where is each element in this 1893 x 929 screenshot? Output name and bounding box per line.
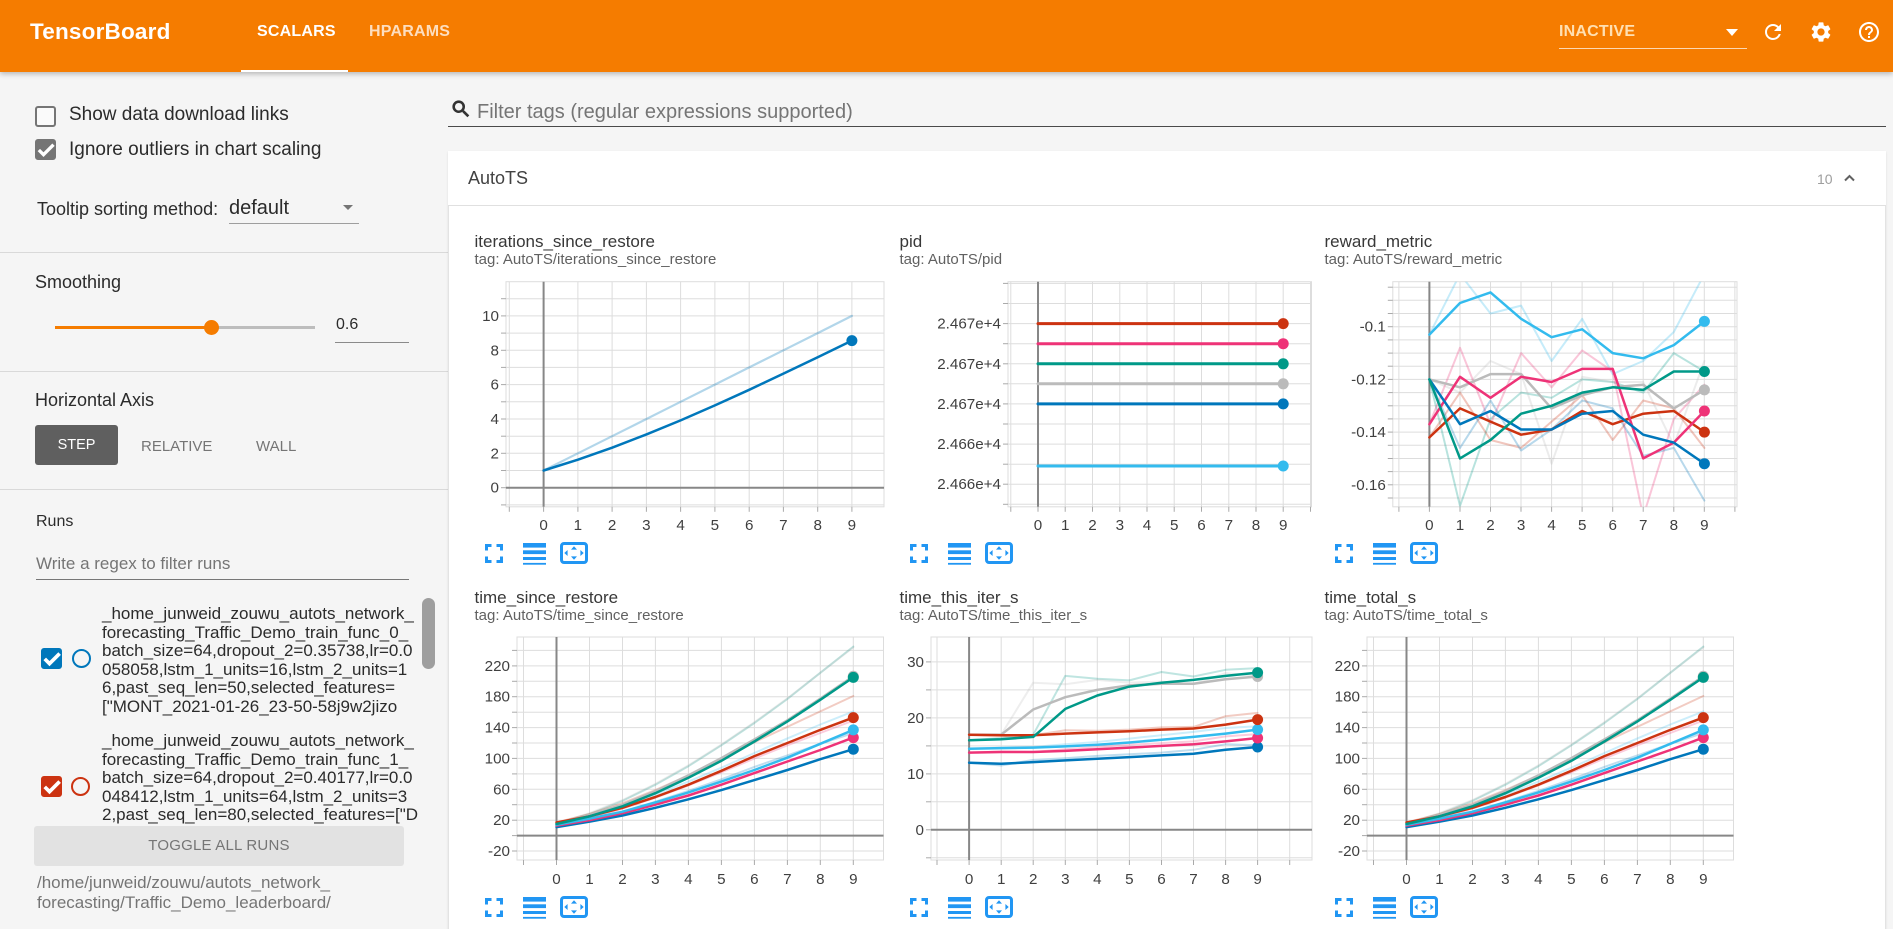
- svg-text:1: 1: [585, 871, 593, 888]
- svg-text:6: 6: [1157, 871, 1165, 888]
- svg-text:100: 100: [1335, 751, 1360, 768]
- svg-text:0: 0: [491, 480, 499, 497]
- svg-text:0: 0: [965, 871, 973, 888]
- svg-text:180: 180: [1335, 689, 1360, 706]
- svg-text:3: 3: [1501, 871, 1509, 888]
- svg-text:-20: -20: [488, 843, 510, 860]
- svg-text:0: 0: [1425, 517, 1433, 534]
- svg-text:2.466e+4: 2.466e+4: [937, 476, 1001, 493]
- svg-text:9: 9: [848, 517, 856, 534]
- svg-text:2.467e+4: 2.467e+4: [937, 316, 1001, 333]
- svg-text:8: 8: [1221, 871, 1229, 888]
- svg-text:-20: -20: [1338, 843, 1360, 860]
- svg-text:2.466e+4: 2.466e+4: [937, 436, 1001, 453]
- svg-text:20: 20: [907, 710, 924, 727]
- svg-text:2: 2: [491, 445, 499, 462]
- svg-text:5: 5: [1170, 517, 1178, 534]
- svg-text:-0.14: -0.14: [1351, 424, 1386, 441]
- svg-text:0: 0: [539, 517, 547, 534]
- svg-text:9: 9: [1699, 871, 1707, 888]
- svg-text:0: 0: [1034, 517, 1042, 534]
- svg-text:220: 220: [1335, 658, 1360, 675]
- svg-text:100: 100: [485, 751, 510, 768]
- svg-text:3: 3: [651, 871, 659, 888]
- svg-text:9: 9: [1700, 517, 1708, 534]
- svg-text:-0.1: -0.1: [1360, 319, 1386, 336]
- svg-text:8: 8: [1670, 517, 1678, 534]
- svg-text:30: 30: [907, 654, 924, 671]
- svg-text:5: 5: [1578, 517, 1586, 534]
- svg-text:7: 7: [1633, 871, 1641, 888]
- svg-text:3: 3: [1116, 517, 1124, 534]
- svg-text:-0.16: -0.16: [1351, 477, 1386, 494]
- svg-text:4: 4: [1534, 871, 1542, 888]
- svg-text:6: 6: [745, 517, 753, 534]
- svg-text:0: 0: [1402, 871, 1410, 888]
- svg-text:8: 8: [491, 342, 499, 359]
- svg-text:6: 6: [491, 377, 499, 394]
- svg-text:220: 220: [485, 658, 510, 675]
- svg-text:2.467e+4: 2.467e+4: [937, 356, 1001, 373]
- svg-text:5: 5: [711, 517, 719, 534]
- svg-text:1: 1: [1061, 517, 1069, 534]
- svg-text:2: 2: [1468, 871, 1476, 888]
- svg-text:-0.12: -0.12: [1351, 371, 1386, 388]
- svg-text:6: 6: [750, 871, 758, 888]
- svg-text:4: 4: [491, 411, 499, 428]
- svg-text:0: 0: [916, 822, 924, 839]
- svg-text:6: 6: [1600, 871, 1608, 888]
- svg-text:8: 8: [1252, 517, 1260, 534]
- svg-text:1: 1: [1456, 517, 1464, 534]
- svg-text:2: 2: [1486, 517, 1494, 534]
- svg-text:1: 1: [574, 517, 582, 534]
- svg-text:1: 1: [1435, 871, 1443, 888]
- svg-text:140: 140: [485, 720, 510, 737]
- svg-text:10: 10: [482, 308, 499, 325]
- svg-text:4: 4: [676, 517, 684, 534]
- svg-text:6: 6: [1608, 517, 1616, 534]
- svg-text:9: 9: [849, 871, 857, 888]
- svg-text:2: 2: [608, 517, 616, 534]
- svg-text:8: 8: [813, 517, 821, 534]
- svg-text:60: 60: [493, 781, 510, 798]
- svg-text:20: 20: [493, 812, 510, 829]
- svg-text:4: 4: [1143, 517, 1151, 534]
- svg-text:140: 140: [1335, 720, 1360, 737]
- svg-text:3: 3: [1517, 517, 1525, 534]
- svg-text:20: 20: [1343, 812, 1360, 829]
- svg-text:10: 10: [907, 766, 924, 783]
- svg-text:5: 5: [1567, 871, 1575, 888]
- svg-text:5: 5: [717, 871, 725, 888]
- svg-text:2.467e+4: 2.467e+4: [937, 396, 1001, 413]
- svg-text:4: 4: [1547, 517, 1555, 534]
- svg-text:7: 7: [783, 871, 791, 888]
- svg-text:4: 4: [684, 871, 692, 888]
- svg-text:7: 7: [779, 517, 787, 534]
- svg-text:2: 2: [618, 871, 626, 888]
- svg-text:4: 4: [1093, 871, 1101, 888]
- svg-text:180: 180: [485, 689, 510, 706]
- svg-text:8: 8: [1666, 871, 1674, 888]
- svg-text:6: 6: [1197, 517, 1205, 534]
- svg-text:8: 8: [816, 871, 824, 888]
- svg-text:7: 7: [1639, 517, 1647, 534]
- svg-text:0: 0: [552, 871, 560, 888]
- svg-text:3: 3: [1061, 871, 1069, 888]
- svg-text:7: 7: [1225, 517, 1233, 534]
- svg-text:3: 3: [642, 517, 650, 534]
- svg-text:9: 9: [1279, 517, 1287, 534]
- svg-text:60: 60: [1343, 781, 1360, 798]
- svg-text:5: 5: [1125, 871, 1133, 888]
- svg-text:2: 2: [1088, 517, 1096, 534]
- svg-text:9: 9: [1253, 871, 1261, 888]
- svg-text:2: 2: [1029, 871, 1037, 888]
- svg-text:7: 7: [1189, 871, 1197, 888]
- svg-text:1: 1: [997, 871, 1005, 888]
